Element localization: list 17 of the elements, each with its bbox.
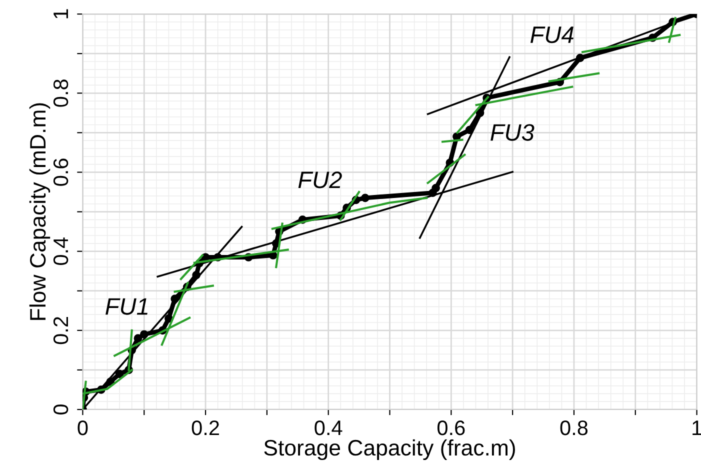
x-tick-label: 0 [78,420,88,436]
y-tick-label: 0.6 [53,158,68,186]
y-tick-label: 0.4 [53,237,68,265]
y-tick-label: 0.2 [53,316,68,344]
y-tick-label: 0.8 [53,80,68,107]
annotation: FU4 [530,26,574,44]
annotation: FU2 [298,172,342,188]
x-axis-title: Storage Capacity (frac.m) [264,439,515,460]
x-tick-label: 0.8 [560,420,588,436]
annotation: FU3 [490,124,534,141]
y-tick-label: 1 [54,9,68,18]
x-tick-label: 0.4 [314,420,342,436]
x-tick-label: 0.6 [438,420,465,436]
x-tick-label: 0.2 [192,420,219,436]
annotation: FU1 [106,298,148,315]
y-axis-title: Flow Capacity (mD.m) [29,103,50,320]
y-tick-label: 0 [53,404,68,414]
